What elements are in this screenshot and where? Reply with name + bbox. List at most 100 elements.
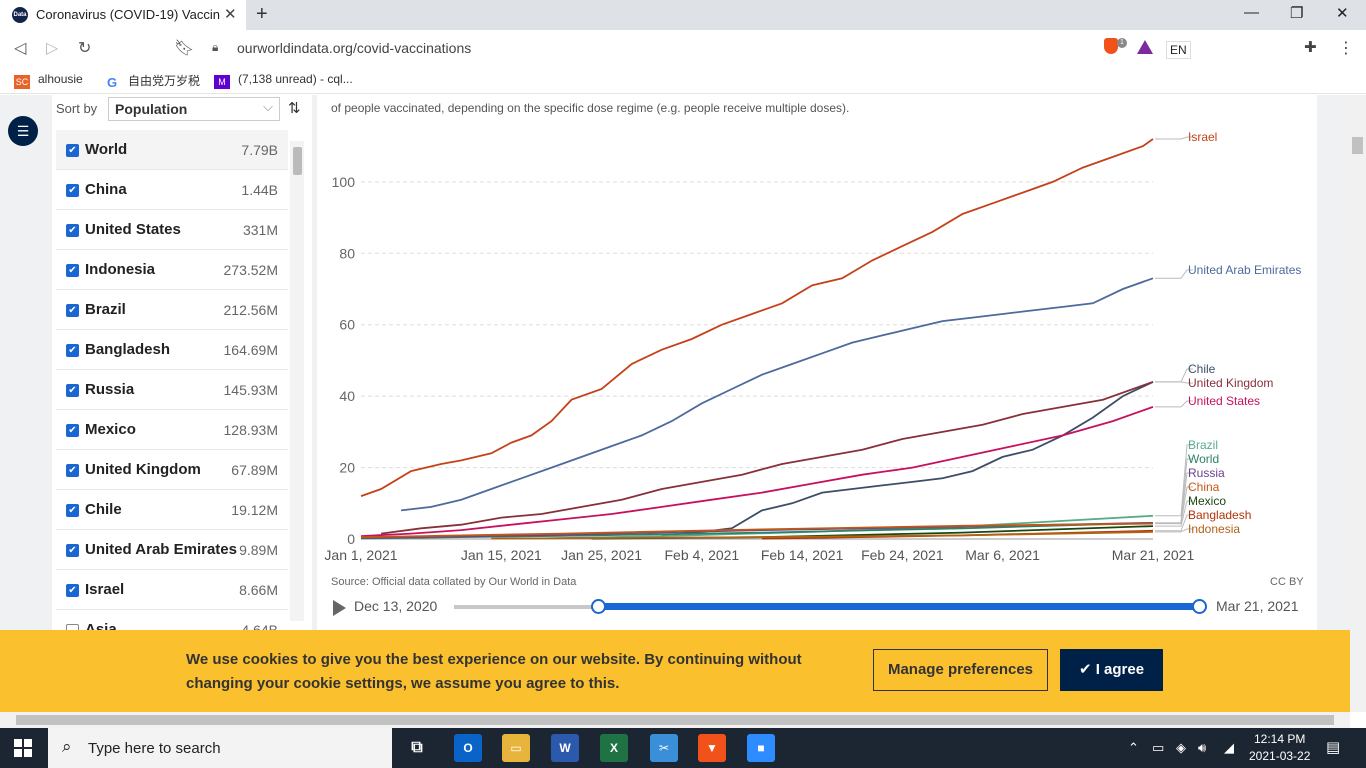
address-bar[interactable]: 🔒︎ ourworldindata.org/covid-vaccinations bbox=[200, 34, 1100, 62]
horizontal-scrollbar-thumb[interactable] bbox=[16, 715, 1334, 725]
bookmark-mail[interactable]: M (7,138 unread) - cql... bbox=[214, 72, 353, 89]
list-scrollbar[interactable] bbox=[290, 141, 304, 621]
menu-icon[interactable]: ⋮ bbox=[1338, 40, 1354, 57]
country-checkbox[interactable]: ✔ bbox=[66, 344, 79, 357]
legend-label[interactable]: Bangladesh bbox=[1188, 508, 1251, 522]
legend-label[interactable]: Russia bbox=[1188, 466, 1225, 480]
bookmark-icon[interactable]: 🔖︎ bbox=[174, 40, 195, 57]
word-icon[interactable]: W bbox=[551, 734, 579, 762]
network-icon[interactable]: ◢ bbox=[1224, 740, 1234, 755]
reload-icon[interactable]: ↻ bbox=[78, 40, 92, 57]
series-line[interactable] bbox=[400, 277, 1154, 512]
close-window-icon[interactable]: ✕ bbox=[1336, 5, 1349, 22]
series-line[interactable] bbox=[380, 381, 1154, 535]
back-icon[interactable]: ◁ bbox=[14, 40, 27, 57]
timeline-start-handle[interactable] bbox=[591, 599, 606, 614]
country-row[interactable]: ✔ Mexico 128.93M bbox=[56, 410, 288, 450]
legend-label[interactable]: World bbox=[1188, 452, 1219, 466]
legend-label[interactable]: United Kingdom bbox=[1188, 376, 1273, 390]
file-explorer-icon[interactable]: ▭ bbox=[502, 734, 530, 762]
country-checkbox[interactable]: ✔ bbox=[66, 464, 79, 477]
legend-label[interactable]: Indonesia bbox=[1188, 522, 1240, 536]
legend-label[interactable]: Chile bbox=[1188, 362, 1216, 376]
chevron-up-icon[interactable]: ⌃ bbox=[1128, 740, 1139, 755]
country-checkbox[interactable]: ✔ bbox=[66, 384, 79, 397]
country-row[interactable]: ✔ Chile 19.12M bbox=[56, 490, 288, 530]
page-scrollbar[interactable] bbox=[1350, 95, 1366, 712]
brave-shield-icon[interactable] bbox=[1104, 38, 1118, 54]
list-scrollbar-thumb[interactable] bbox=[293, 147, 302, 175]
lock-icon: 🔒︎ bbox=[212, 40, 219, 54]
zoom-icon[interactable]: ■ bbox=[747, 734, 775, 762]
country-row[interactable]: ✔ Indonesia 273.52M bbox=[56, 250, 288, 290]
country-checkbox[interactable]: ✔ bbox=[66, 264, 79, 277]
language-select[interactable]: EN bbox=[1166, 41, 1191, 59]
agree-button[interactable]: ✔ I agree bbox=[1060, 649, 1163, 691]
country-checkbox[interactable]: ✔ bbox=[66, 144, 79, 157]
brave-rewards-icon[interactable] bbox=[1137, 40, 1153, 54]
legend-label[interactable]: Brazil bbox=[1188, 438, 1218, 452]
country-row[interactable]: ✔ Russia 145.93M bbox=[56, 370, 288, 410]
country-row[interactable]: ✔ World 7.79B bbox=[56, 130, 288, 170]
excel-icon[interactable]: X bbox=[600, 734, 628, 762]
timeline-range[interactable] bbox=[599, 603, 1201, 610]
timeline-end-handle[interactable] bbox=[1192, 599, 1207, 614]
close-tab-icon[interactable]: ✕ bbox=[224, 6, 237, 23]
sort-select[interactable]: Population ⌵ bbox=[108, 97, 280, 121]
legend-label[interactable]: United Arab Emirates bbox=[1188, 263, 1301, 277]
country-checkbox[interactable]: ✔ bbox=[66, 544, 79, 557]
timeline-track[interactable] bbox=[454, 605, 600, 609]
extensions-icon[interactable]: ✚ bbox=[1304, 39, 1317, 56]
brave-icon[interactable]: ▼ bbox=[698, 734, 726, 762]
sort-order-icon[interactable]: ⇅ bbox=[288, 100, 301, 117]
series-line[interactable] bbox=[661, 381, 1154, 537]
url-text: ourworldindata.org/covid-vaccinations bbox=[237, 40, 472, 56]
task-view-icon[interactable]: ⧉ bbox=[411, 739, 423, 756]
legend-label[interactable]: United States bbox=[1188, 394, 1260, 408]
country-checkbox[interactable]: ✔ bbox=[66, 424, 79, 437]
country-row[interactable]: ✔ United States 331M bbox=[56, 210, 288, 250]
play-icon[interactable] bbox=[333, 600, 346, 616]
country-checkbox[interactable]: ✔ bbox=[66, 504, 79, 517]
windows-start-icon[interactable] bbox=[14, 739, 32, 757]
series-line[interactable] bbox=[491, 531, 1154, 540]
notification-icon[interactable]: ▤ bbox=[1326, 739, 1341, 756]
bookmark-alhousie[interactable]: SC alhousie bbox=[14, 72, 83, 89]
country-checkbox[interactable]: ✔ bbox=[66, 304, 79, 317]
volume-icon[interactable]: 🔊︎ bbox=[1198, 740, 1207, 755]
sections-menu-icon[interactable]: ☰ bbox=[8, 116, 38, 146]
country-row[interactable]: ✔ United Arab Emirates 9.89M bbox=[56, 530, 288, 570]
battery-icon[interactable]: ▭ bbox=[1152, 740, 1165, 755]
series-line[interactable] bbox=[360, 406, 1154, 537]
country-row[interactable]: ✔ United Kingdom 67.89M bbox=[56, 450, 288, 490]
series-line[interactable] bbox=[360, 138, 1154, 497]
legend-label[interactable]: Israel bbox=[1188, 130, 1217, 144]
browser-tab[interactable]: Data Coronavirus (COVID-19) Vaccinations… bbox=[0, 0, 246, 30]
country-row[interactable]: ✔ Bangladesh 164.69M bbox=[56, 330, 288, 370]
minimize-icon[interactable]: — bbox=[1244, 4, 1259, 21]
page-scrollbar-thumb[interactable] bbox=[1352, 137, 1363, 154]
legend-connector bbox=[1155, 486, 1193, 525]
maximize-icon[interactable]: ❐ bbox=[1290, 5, 1304, 22]
snip-icon[interactable]: ✂ bbox=[650, 734, 678, 762]
clock-time[interactable]: 12:14 PM bbox=[1254, 732, 1306, 746]
outlook-icon[interactable]: O bbox=[454, 734, 482, 762]
taskbar-search[interactable]: ⌕ Type here to search bbox=[48, 728, 392, 768]
series-line[interactable] bbox=[360, 522, 1154, 539]
legend-label[interactable]: China bbox=[1188, 480, 1220, 494]
forward-icon[interactable]: ▷ bbox=[46, 40, 59, 57]
legend-label[interactable]: Mexico bbox=[1188, 494, 1226, 508]
manage-preferences-button[interactable]: Manage preferences bbox=[873, 649, 1048, 691]
dropbox-icon[interactable]: ◈ bbox=[1176, 740, 1186, 755]
country-row[interactable]: ✔ Brazil 212.56M bbox=[56, 290, 288, 330]
clock-date[interactable]: 2021-03-22 bbox=[1249, 749, 1311, 763]
country-checkbox[interactable]: ✔ bbox=[66, 224, 79, 237]
x-tick-label: Feb 24, 2021 bbox=[861, 547, 944, 563]
bookmark-google[interactable]: G 自由党万岁税 bbox=[104, 72, 200, 90]
country-row[interactable]: ✔ China 1.44B bbox=[56, 170, 288, 210]
license-link[interactable]: CC BY bbox=[1270, 576, 1304, 588]
country-checkbox[interactable]: ✔ bbox=[66, 184, 79, 197]
new-tab-icon[interactable]: + bbox=[256, 3, 268, 25]
country-checkbox[interactable]: ✔ bbox=[66, 584, 79, 597]
country-row[interactable]: ✔ Israel 8.66M bbox=[56, 570, 288, 610]
